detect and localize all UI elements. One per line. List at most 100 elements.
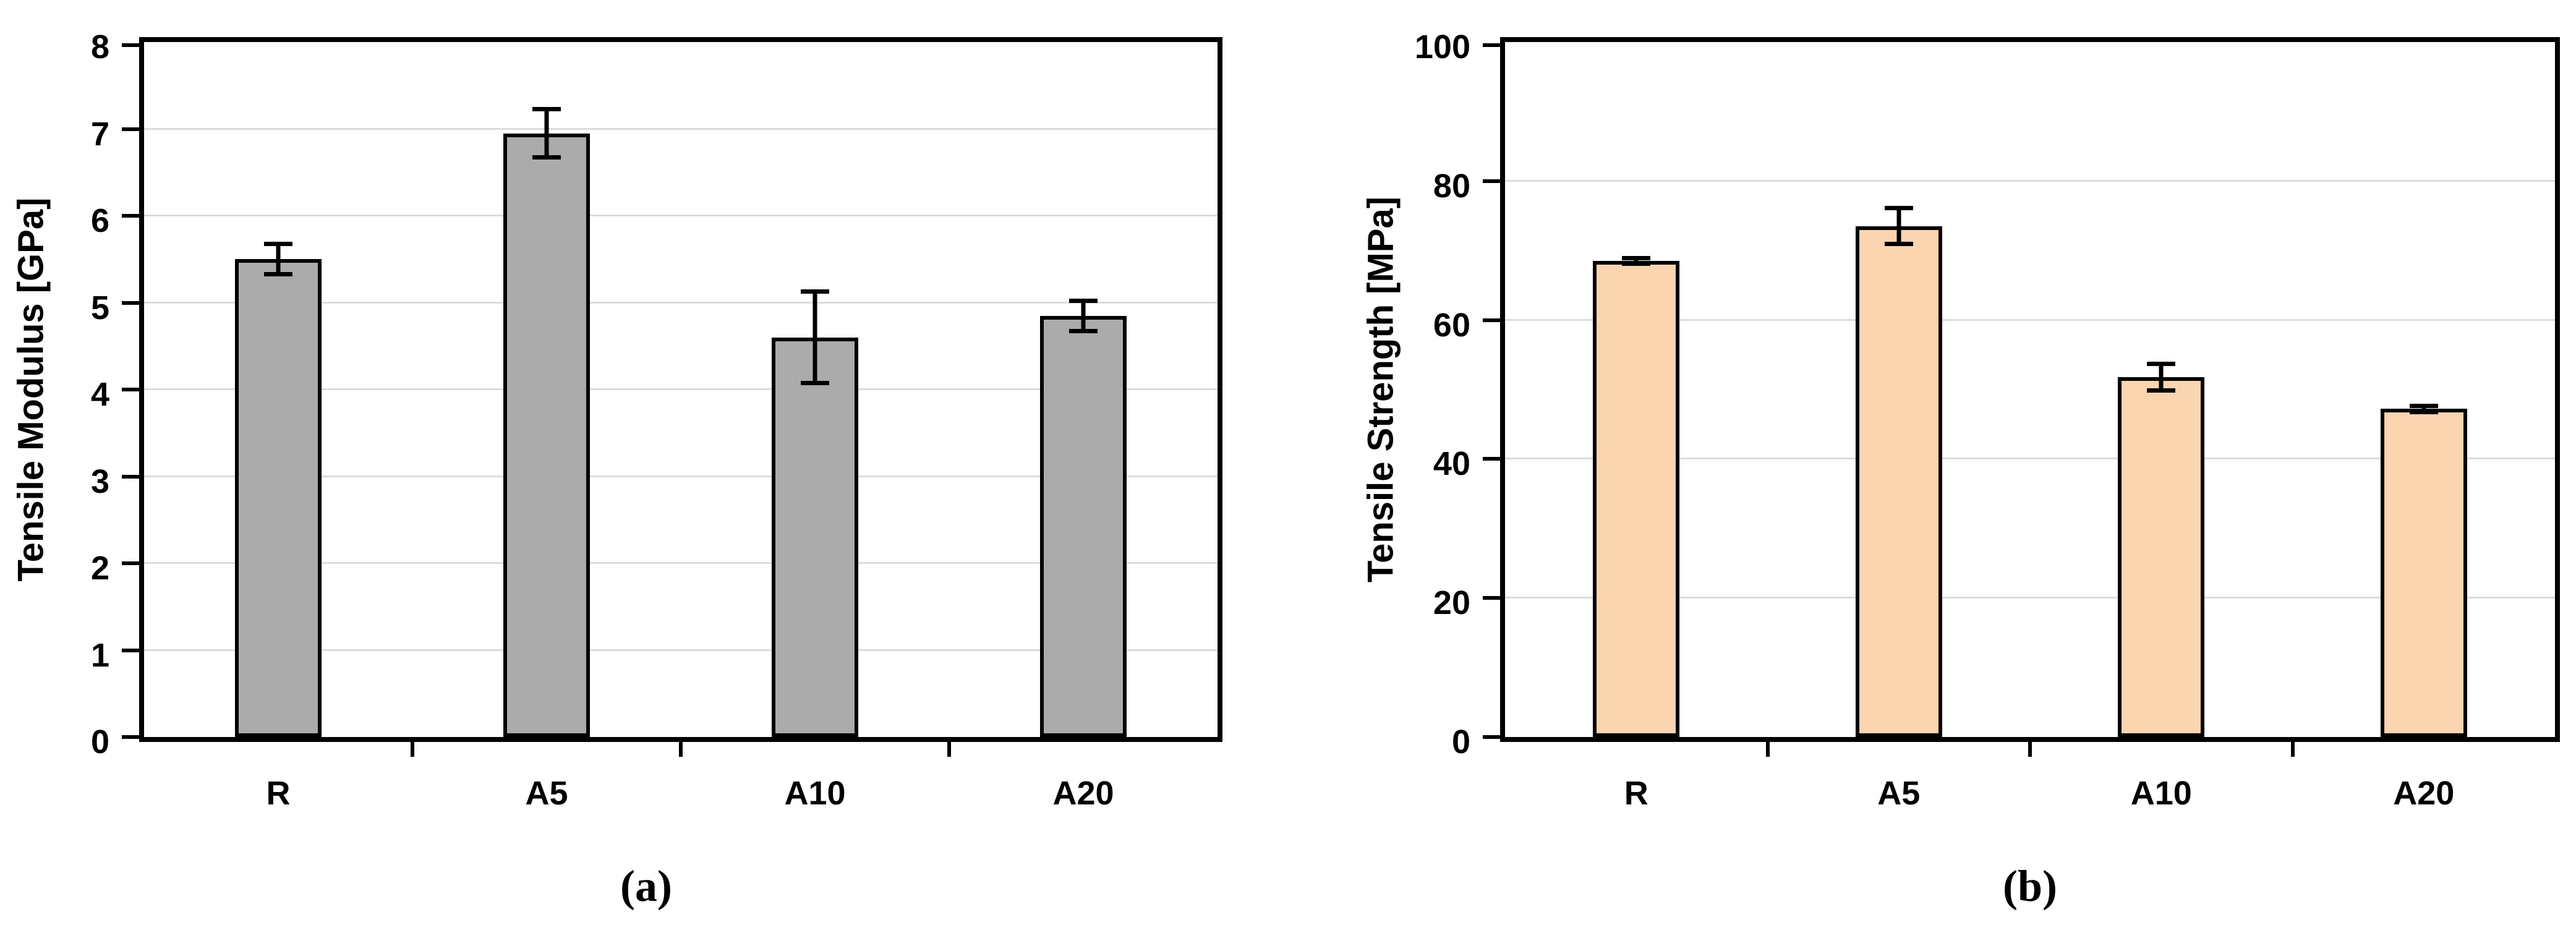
plot-area: 0 20 40 60 80 100 — [1415, 28, 2560, 761]
error-bar-cap-bottom — [2409, 410, 2438, 415]
x-tick-mark — [947, 742, 951, 757]
y-axis-title: Tensile Strength [MPa] — [1360, 196, 1401, 583]
error-bar-cap-top — [2409, 403, 2438, 408]
error-bar-cap-top — [264, 242, 292, 247]
y-tick-mark — [122, 214, 140, 218]
y-tick-label: 60 — [1433, 306, 1470, 344]
y-tick-label: 0 — [90, 723, 109, 761]
gridline — [144, 475, 1218, 477]
error-bar-A20 — [1069, 298, 1098, 333]
gridline — [1505, 179, 2555, 182]
x-category-label-R: R — [1624, 775, 1648, 812]
y-tick-mark — [122, 474, 140, 479]
y-tick-label: 6 — [90, 202, 109, 239]
x-category-label-A5: A5 — [1877, 775, 1921, 812]
y-tick-mark — [1483, 43, 1501, 47]
y-tick-mark — [122, 561, 140, 565]
error-bar-A10 — [801, 289, 829, 385]
error-bar-cap-top — [801, 289, 829, 294]
x-category-label-A5: A5 — [525, 775, 568, 812]
y-tick-label: 2 — [90, 550, 109, 587]
gridline — [144, 127, 1218, 130]
panel-b-tensile-strength: Tensile Strength [MPa] 0 20 40 60 80 100 (b) … — [1299, 0, 2576, 946]
error-bar-stem — [1896, 206, 1901, 247]
bar-A10 — [2118, 377, 2205, 737]
bar-A5 — [1855, 226, 1942, 737]
y-tick-label: 100 — [1414, 28, 1470, 66]
error-bar-A5 — [532, 107, 561, 160]
error-bar-stem — [2421, 403, 2426, 415]
x-tick-mark — [1765, 742, 1770, 757]
bar-R — [235, 259, 322, 737]
error-bar-A5 — [1884, 206, 1913, 247]
error-bar-cap-bottom — [2147, 388, 2176, 393]
error-bar-cap-top — [2147, 362, 2176, 367]
error-bar-R — [264, 242, 292, 277]
panel-caption: (a) — [620, 861, 672, 911]
gridline — [1505, 597, 2555, 599]
x-category-label-R: R — [266, 775, 291, 812]
error-bar-cap-top — [1884, 206, 1913, 211]
bar-A20 — [2380, 409, 2467, 737]
error-bar-cap-top — [1069, 298, 1098, 303]
y-tick-mark — [1483, 179, 1501, 183]
y-tick-mark — [122, 648, 140, 652]
x-category-label-A20: A20 — [2393, 775, 2455, 812]
y-tick-label: 40 — [1433, 445, 1470, 483]
gridline — [144, 562, 1218, 564]
error-bar-stem — [812, 289, 817, 385]
panel-caption: (b) — [2003, 861, 2057, 911]
bar-A20 — [1040, 315, 1127, 737]
gridline — [144, 301, 1218, 304]
plot-area: 0 1 2 3 4 5 6 7 8 — [91, 28, 1222, 761]
error-bar-stem — [2159, 362, 2164, 393]
y-tick-mark — [122, 300, 140, 305]
gridline — [144, 649, 1218, 651]
error-bar-cap-top — [532, 107, 561, 112]
y-tick-label: 3 — [90, 462, 109, 500]
y-tick-mark — [1483, 318, 1501, 322]
y-tick-label: 0 — [1451, 723, 1470, 761]
x-category-label-A10: A10 — [784, 775, 846, 812]
error-bar-cap-bottom — [801, 380, 829, 385]
y-tick-mark — [122, 735, 140, 739]
gridline — [144, 388, 1218, 390]
y-tick-label: 1 — [90, 636, 109, 674]
x-tick-mark — [2028, 742, 2032, 757]
bar-R — [1593, 261, 1680, 737]
y-tick-label: 80 — [1433, 167, 1470, 205]
bar-A5 — [503, 133, 590, 737]
y-tick-mark — [122, 43, 140, 47]
x-tick-mark — [2290, 742, 2295, 757]
error-bar-cap-bottom — [532, 155, 561, 160]
y-tick-mark — [122, 127, 140, 131]
y-tick-mark — [122, 388, 140, 391]
gridline — [1505, 318, 2555, 321]
error-bar-stem — [544, 107, 549, 160]
y-tick-label: 20 — [1433, 584, 1470, 622]
error-bar-R — [1622, 256, 1651, 266]
gridline — [1505, 458, 2555, 460]
gridline — [144, 215, 1218, 216]
x-category-label-A10: A10 — [2130, 775, 2192, 812]
y-tick-mark — [1483, 596, 1501, 600]
y-tick-mark — [1483, 457, 1501, 461]
error-bar-cap-top — [1622, 256, 1651, 261]
x-category-label-A20: A20 — [1052, 775, 1114, 812]
error-bar-cap-bottom — [1069, 328, 1098, 333]
y-tick-mark — [1483, 735, 1501, 739]
error-bar-cap-bottom — [1884, 242, 1913, 247]
error-bar-A20 — [2409, 403, 2438, 415]
x-tick-mark — [411, 742, 414, 757]
y-tick-label: 7 — [90, 115, 109, 153]
y-tick-label: 8 — [90, 28, 109, 66]
error-bar-stem — [276, 242, 281, 277]
error-bar-A10 — [2147, 362, 2176, 393]
bar-A10 — [772, 337, 858, 737]
error-bar-cap-bottom — [264, 272, 292, 277]
y-tick-label: 5 — [90, 289, 109, 326]
x-tick-mark — [679, 742, 683, 757]
error-bar-stem — [1081, 298, 1086, 333]
